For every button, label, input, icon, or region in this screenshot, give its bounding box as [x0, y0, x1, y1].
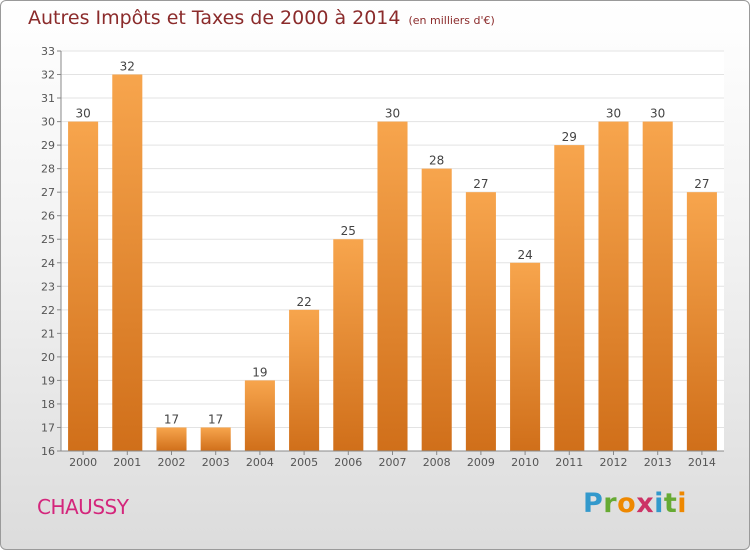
bar	[554, 145, 585, 451]
y-tick-label: 33	[41, 45, 55, 58]
x-tick-label: 2011	[555, 456, 583, 469]
logo-letter: o	[617, 488, 637, 519]
bar	[598, 121, 629, 452]
y-tick-label: 32	[41, 69, 55, 82]
bar-value-label: 17	[164, 412, 179, 426]
bar-value-label: 17	[208, 412, 223, 426]
logo-letter: x	[636, 488, 655, 519]
y-tick-label: 17	[41, 421, 55, 434]
x-tick-label: 2007	[379, 456, 407, 469]
bar-value-label: 22	[296, 295, 311, 309]
bar-value-label: 30	[606, 107, 621, 121]
x-tick-label: 2001	[113, 456, 141, 469]
bar-value-label: 32	[120, 60, 135, 74]
x-tick-label: 2013	[644, 456, 672, 469]
x-tick-label: 2008	[423, 456, 451, 469]
bar-value-label: 28	[429, 154, 444, 168]
logo-letter: P	[583, 488, 604, 519]
bar-value-label: 27	[694, 177, 709, 191]
logo-letter: i	[654, 488, 664, 519]
title-main: Autres Impôts et Taxes de 2000 à 2014	[28, 7, 401, 29]
y-tick-label: 23	[41, 280, 55, 293]
bar-value-label: 24	[517, 248, 532, 262]
bar-value-label: 30	[385, 107, 400, 121]
bar-value-label: 30	[650, 107, 665, 121]
bar	[510, 262, 541, 451]
y-tick-label: 19	[41, 374, 55, 387]
bar	[68, 121, 99, 452]
y-tick-label: 16	[41, 445, 55, 458]
y-tick-label: 29	[41, 139, 55, 152]
x-tick-label: 2009	[467, 456, 495, 469]
bar	[244, 380, 275, 451]
bar	[333, 239, 364, 451]
x-tick-label: 2004	[246, 456, 274, 469]
y-tick-label: 18	[41, 398, 55, 411]
y-tick-label: 22	[41, 304, 55, 317]
bar-value-label: 30	[75, 107, 90, 121]
x-tick-label: 2006	[334, 456, 362, 469]
y-tick-label: 24	[41, 257, 55, 270]
commune-name: CHAUSSY	[37, 495, 129, 519]
y-tick-label: 27	[41, 186, 55, 199]
bar-value-label: 29	[562, 130, 577, 144]
y-tick-label: 25	[41, 233, 55, 246]
bar-value-label: 19	[252, 365, 267, 379]
bar	[377, 121, 408, 452]
y-tick-label: 30	[41, 116, 55, 129]
bar	[112, 74, 143, 451]
x-tick-label: 2002	[158, 456, 186, 469]
logo-letter: i	[677, 488, 688, 519]
bar	[289, 309, 320, 451]
x-tick-label: 2000	[69, 456, 97, 469]
bar	[156, 427, 187, 451]
bar-value-label: 25	[341, 224, 356, 238]
x-tick-label: 2012	[600, 456, 628, 469]
y-tick-label: 28	[41, 163, 55, 176]
axes: 16 17 18 19 20 21 22 23 24 25 26 27 28 29 30 31 32 33 2000…	[41, 45, 724, 469]
bar	[200, 427, 231, 451]
x-tick-label: 2014	[688, 456, 716, 469]
proxiti-logo: Proxiti	[583, 488, 687, 519]
y-tick-label: 21	[41, 327, 55, 340]
y-tick-label: 31	[41, 92, 55, 105]
bars: 30 32 17 17 19 22 25 30 28 27 24 29 30 30 27	[68, 60, 717, 452]
bar-value-label: 27	[473, 177, 488, 191]
bar	[642, 121, 673, 452]
logo-letter: t	[663, 488, 678, 519]
title-unit: (en milliers d'€)	[408, 14, 495, 27]
x-tick-label: 2005	[290, 456, 318, 469]
bar	[465, 192, 496, 452]
bar	[686, 192, 717, 452]
chart-title: Autres Impôts et Taxes de 2000 à 2014 (en…	[28, 7, 495, 29]
x-tick-label: 2010	[511, 456, 539, 469]
y-tick-label: 20	[41, 351, 55, 364]
y-tick-label: 26	[41, 210, 55, 223]
x-tick-label: 2003	[202, 456, 230, 469]
bar	[421, 168, 452, 451]
logo-letter: r	[603, 488, 618, 519]
